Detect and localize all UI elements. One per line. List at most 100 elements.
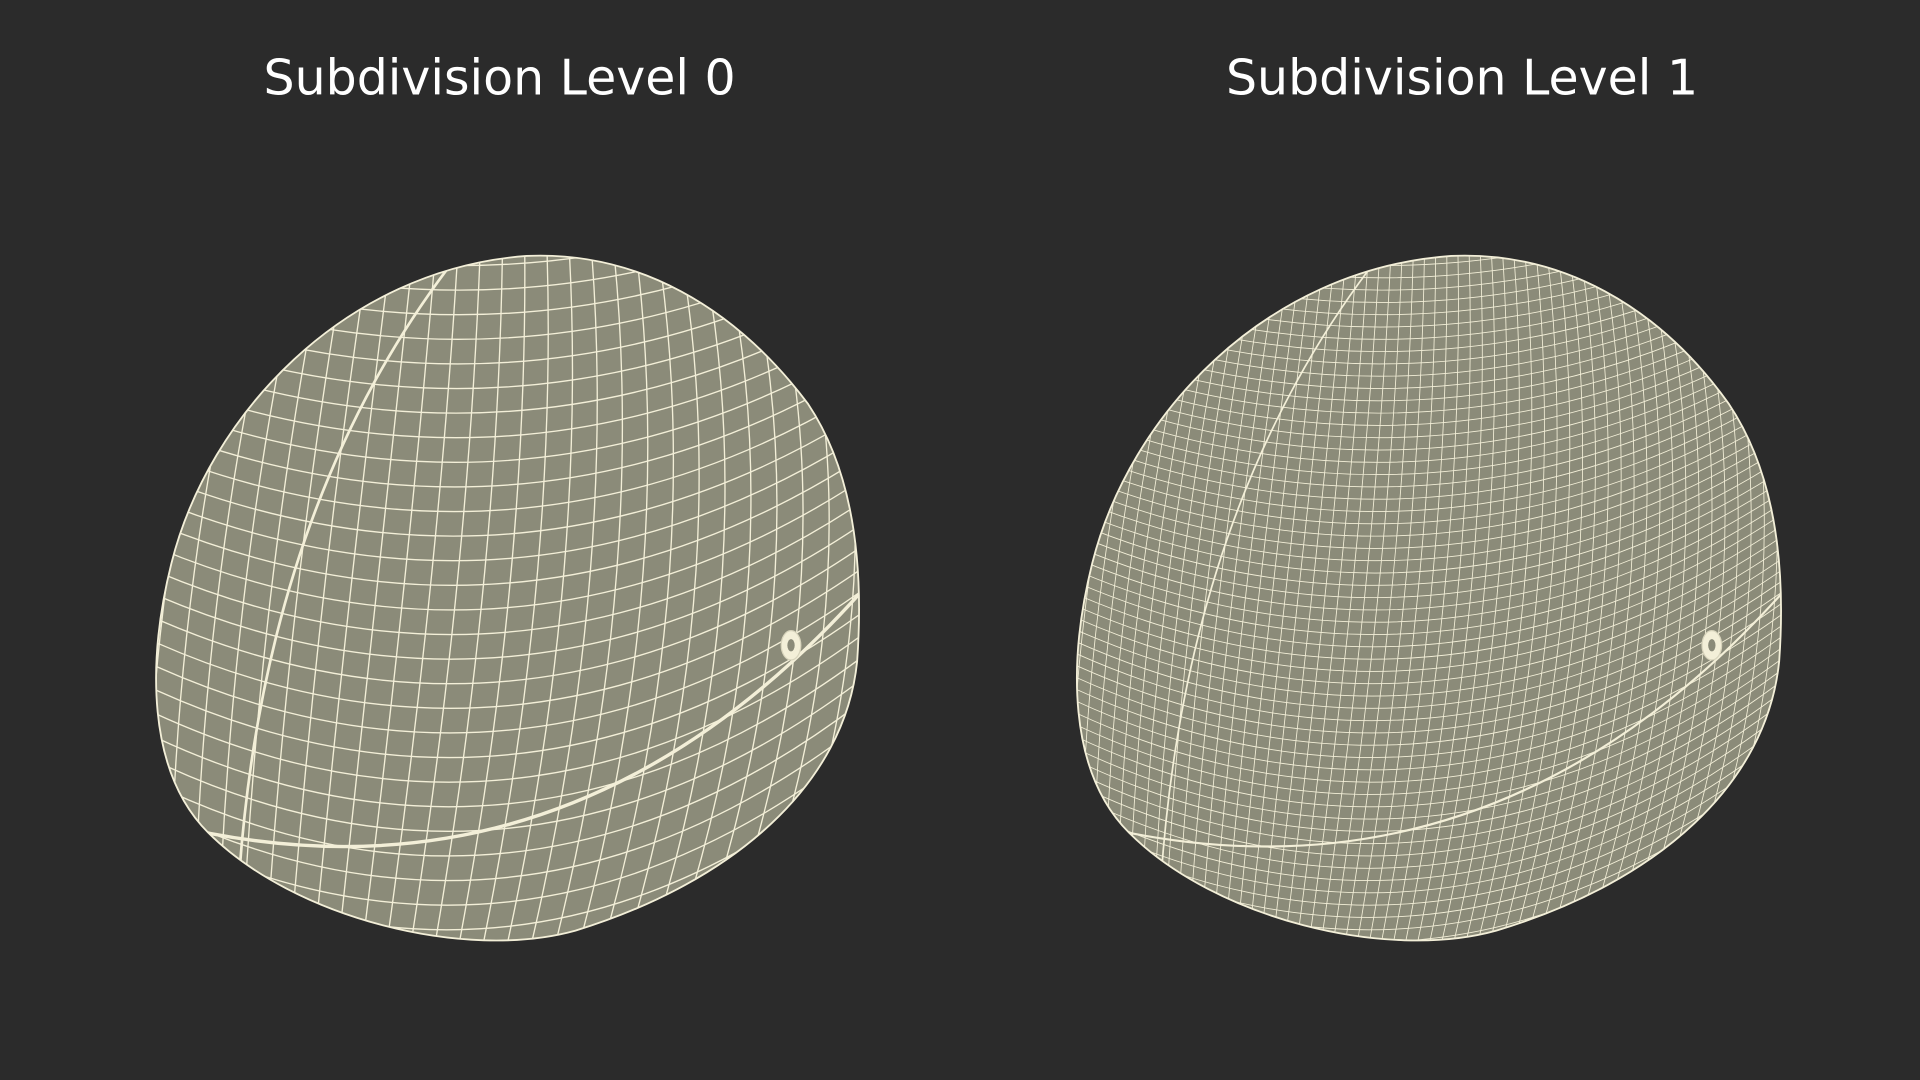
- edge-line: [1076, 681, 1782, 881]
- edge-line: [156, 616, 860, 808]
- edge-line: [156, 638, 860, 832]
- edge-line: [1338, 255, 1415, 941]
- edge-line: [1362, 255, 1437, 941]
- edge-line: [1232, 255, 1318, 941]
- edge-line: [1076, 606, 1782, 795]
- edge-line: [1491, 255, 1571, 941]
- edge-line: [616, 255, 700, 941]
- edge-line: [1076, 509, 1782, 685]
- edge-line: [156, 379, 860, 537]
- edge-line: [1076, 455, 1782, 623]
- edge-line: [156, 681, 860, 882]
- edge-line: [156, 444, 860, 611]
- hole-center: [787, 639, 795, 652]
- edge-line: [1432, 255, 1508, 941]
- edge-line: [1076, 255, 1782, 279]
- edge-line: [1076, 595, 1782, 783]
- edge-line: [1315, 255, 1393, 941]
- edge-line: [310, 255, 396, 941]
- edge-line: [1076, 358, 1782, 512]
- hole-center: [1708, 639, 1716, 652]
- edge-line: [1076, 584, 1782, 771]
- edge-line: [475, 255, 549, 941]
- edge-line: [1076, 627, 1782, 820]
- edge-line: [156, 401, 860, 562]
- edge-line: [1076, 369, 1782, 525]
- edge-line: [1076, 541, 1782, 722]
- edge-line: [1244, 255, 1329, 941]
- edge-line: [1479, 255, 1558, 941]
- mesh-outline: [1076, 254, 1782, 942]
- edge-line: [1303, 255, 1383, 941]
- edge-line: [1076, 552, 1782, 734]
- edge-line: [498, 255, 574, 941]
- edge-line: [1373, 255, 1448, 941]
- edge-line: [1526, 255, 1609, 941]
- edge-line: [1076, 390, 1782, 549]
- edge-line: [1076, 347, 1782, 500]
- edge-line: [592, 255, 675, 941]
- panel-title: Subdivision Level 0: [264, 49, 736, 106]
- edge-line: [1444, 255, 1520, 941]
- edge-line: [1397, 255, 1471, 941]
- edge-line: [1076, 255, 1782, 266]
- edge-line: [156, 552, 860, 734]
- edge-line: [1076, 692, 1782, 894]
- edge-line: [1076, 498, 1782, 672]
- edge-line: [1076, 433, 1782, 598]
- edge-line: [1197, 255, 1286, 941]
- edge-line: [156, 487, 860, 660]
- edge-line: [156, 530, 860, 709]
- edge-line: [1076, 563, 1782, 746]
- edge-line: [1076, 466, 1782, 635]
- seam-line: [1159, 268, 1370, 882]
- edge-line: [1076, 617, 1782, 808]
- edge-line: [1076, 660, 1782, 857]
- edge-line: [1503, 255, 1584, 941]
- edge-line: [522, 255, 598, 941]
- seam-line: [156, 574, 860, 849]
- edge-line: [156, 659, 860, 857]
- edge-line: [428, 255, 504, 941]
- edge-line: [1456, 255, 1533, 941]
- seam-line: [1076, 574, 1782, 848]
- edge-line: [1076, 476, 1782, 648]
- edge-line: [156, 358, 860, 513]
- edge-line: [1076, 379, 1782, 537]
- edge-line: [156, 509, 860, 685]
- edge-line: [156, 255, 860, 267]
- edge-line: [1076, 649, 1782, 844]
- edge-line: [569, 255, 649, 941]
- edge-line: [357, 255, 439, 941]
- edge-line: [1385, 255, 1459, 941]
- edge-line: [287, 255, 375, 941]
- edge-line: [334, 255, 418, 941]
- edge-line: [156, 336, 860, 488]
- edge-line: [381, 255, 461, 941]
- edge-line: [156, 422, 860, 586]
- edge-line: [1076, 444, 1782, 611]
- edge-line: [1467, 255, 1545, 941]
- edge-line: [156, 465, 860, 636]
- edge-line: [1076, 401, 1782, 562]
- edge-line: [1268, 255, 1350, 941]
- edge-line: [1279, 255, 1361, 941]
- edge-line: [639, 255, 726, 941]
- edge-line: [1076, 423, 1782, 586]
- edge-line: [404, 255, 482, 941]
- edge-line: [1326, 255, 1404, 941]
- edge-line: [1420, 255, 1495, 941]
- edge-line: [1076, 487, 1782, 660]
- edge-line: [1076, 336, 1782, 488]
- seam-line: [237, 268, 449, 882]
- panel-title: Subdivision Level 1: [1226, 49, 1698, 106]
- edge-line: [1076, 530, 1782, 709]
- edge-line: [1076, 638, 1782, 832]
- edge-line: [156, 595, 860, 783]
- edge-line: [1076, 412, 1782, 574]
- edge-line: [1538, 255, 1622, 941]
- edge-line: [1076, 520, 1782, 697]
- edge-line: [1350, 255, 1426, 941]
